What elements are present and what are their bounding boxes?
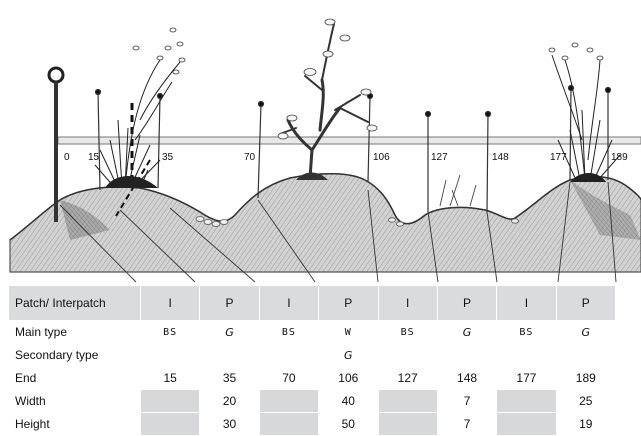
table-header-row: Patch/ Interpatch I P I P I P I P xyxy=(8,285,617,321)
table-header-cell: I xyxy=(258,285,320,321)
transect-mark: 177 xyxy=(550,152,567,163)
table-header-cell: I xyxy=(139,285,201,321)
row-label: Main type xyxy=(8,320,141,344)
table-header-cell: I xyxy=(377,285,438,321)
table-header-cell: P xyxy=(318,285,379,321)
table-header-cell: I xyxy=(496,285,557,321)
table-cell xyxy=(139,412,201,436)
table-cell: 70 xyxy=(258,366,320,390)
table-cell: G xyxy=(199,320,260,344)
table-cell: 106 xyxy=(318,366,379,390)
transect-mark: 15 xyxy=(88,152,100,163)
table-cell: BS xyxy=(258,320,320,344)
table-header-cell: P xyxy=(555,285,617,321)
shrub-leaves xyxy=(277,18,378,140)
grass-tuft-left xyxy=(94,59,181,189)
tuft-base-left xyxy=(105,176,158,188)
transect-pins xyxy=(94,84,612,213)
table-cell: 30 xyxy=(199,412,260,436)
small-plants xyxy=(439,174,477,207)
table-cell: 7 xyxy=(436,389,498,413)
table-cell xyxy=(139,343,201,367)
table-cell: 40 xyxy=(318,389,379,413)
table-cell: W xyxy=(318,320,379,344)
table-cell: BS xyxy=(139,320,201,344)
transect-mark: 148 xyxy=(492,152,509,163)
table-cell: 35 xyxy=(199,366,260,390)
table-row-width: Width 20 40 7 25 xyxy=(8,389,617,413)
table-cell: 19 xyxy=(555,412,617,436)
table-cell: 177 xyxy=(496,366,557,390)
table-cell: 148 xyxy=(436,366,498,390)
table-cell xyxy=(258,389,320,413)
table-cell xyxy=(258,343,320,367)
table-cell xyxy=(496,412,557,436)
table-cell: 127 xyxy=(377,366,438,390)
tuft-base-right xyxy=(570,173,606,182)
table-cell xyxy=(496,389,557,413)
table-cell xyxy=(496,343,557,367)
table-cell xyxy=(555,343,617,367)
transect-marks: 0 15 35 70 106 127 148 177 189 xyxy=(64,152,628,163)
grass-seedheads-left xyxy=(132,27,186,75)
table-cell: G xyxy=(318,343,379,367)
table-row-secondary-type: Secondary type G xyxy=(8,343,617,367)
table-cell: 25 xyxy=(555,389,617,413)
transect-mark: 35 xyxy=(162,152,174,163)
start-pole xyxy=(47,66,65,222)
mound-shadow-left xyxy=(60,200,110,240)
table-cell: G xyxy=(436,320,498,344)
row-label: Height xyxy=(8,412,141,436)
table-cell xyxy=(199,343,260,367)
table-header-cell: P xyxy=(436,285,498,321)
mound-shadow-right xyxy=(570,180,641,240)
pebbles xyxy=(195,216,519,227)
transect-sketch: 0 15 35 70 106 127 148 177 189 xyxy=(9,18,641,283)
table-cell xyxy=(377,389,438,413)
patch-table: Patch/ Interpatch I P I P I P I P Main t… xyxy=(8,285,617,436)
table-cell: G xyxy=(555,320,617,344)
row-label: Width xyxy=(8,389,141,413)
table-cell: 7 xyxy=(436,412,498,436)
table-cell xyxy=(436,343,498,367)
row-label: Secondary type xyxy=(8,343,141,367)
transect-mark: 106 xyxy=(373,152,390,163)
leader-lines xyxy=(59,181,617,283)
row-label: End xyxy=(8,366,141,390)
transect-mark: 189 xyxy=(611,152,628,163)
woody-shrub xyxy=(279,23,369,180)
transect-mark: 0 xyxy=(64,152,70,163)
table-cell: BS xyxy=(496,320,557,344)
table-cell xyxy=(377,412,438,436)
soil-profile xyxy=(9,173,641,273)
table-cell: 50 xyxy=(318,412,379,436)
table-cell: 15 xyxy=(139,366,201,390)
table-header-cell: P xyxy=(199,285,260,321)
table-cell xyxy=(258,412,320,436)
grass-seedheads-right xyxy=(548,42,604,61)
measuring-tape xyxy=(57,136,641,145)
grass-tuft-right xyxy=(551,54,621,181)
table-row-main-type: Main type BS G BS W BS G BS G xyxy=(8,320,617,344)
table-cell: 20 xyxy=(199,389,260,413)
table-cell xyxy=(139,389,201,413)
transect-mark: 127 xyxy=(431,152,448,163)
table-cell: 189 xyxy=(555,366,617,390)
shrub-base xyxy=(296,172,328,180)
table-header-label: Patch/ Interpatch xyxy=(8,285,141,321)
table-cell xyxy=(377,343,438,367)
table-row-end: End 15 35 70 106 127 148 177 189 xyxy=(8,366,617,390)
transect-mark: 70 xyxy=(244,152,256,163)
table-cell: BS xyxy=(377,320,438,344)
table-row-height: Height 30 50 7 19 xyxy=(8,412,617,436)
